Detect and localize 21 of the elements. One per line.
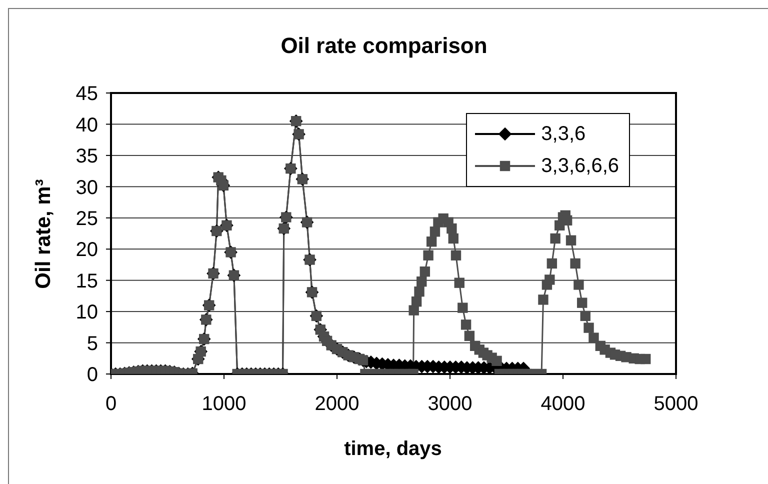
x-tick-label: 0 bbox=[105, 393, 117, 416]
y-tick-label: 45 bbox=[76, 83, 98, 106]
x-tick-label: 3000 bbox=[428, 393, 472, 416]
y-tick-label: 15 bbox=[76, 270, 98, 292]
x-tick-label: 2000 bbox=[314, 393, 360, 416]
y-axis-title: Oil rate, m³ bbox=[32, 179, 56, 289]
legend-label: 3,3,6 bbox=[541, 122, 586, 146]
y-tick-label: 0 bbox=[86, 364, 98, 386]
y-tick-label: 35 bbox=[76, 146, 98, 168]
y-tick-label: 10 bbox=[76, 302, 98, 324]
y-tick-label: 30 bbox=[76, 176, 98, 199]
y-tick-label: 20 bbox=[76, 239, 98, 262]
chart-title: Oil rate comparison bbox=[280, 33, 488, 59]
x-tick-label: 5000 bbox=[654, 393, 698, 416]
y-tick-label: 25 bbox=[76, 208, 98, 230]
y-tick-label: 5 bbox=[86, 332, 98, 355]
y-tick-label: 40 bbox=[76, 114, 98, 136]
legend-label: 3,3,6,6,6 bbox=[541, 154, 619, 178]
x-tick-label: 4000 bbox=[540, 393, 586, 416]
x-tick-label: 1000 bbox=[202, 393, 246, 416]
x-axis-title: time, days bbox=[344, 437, 442, 461]
